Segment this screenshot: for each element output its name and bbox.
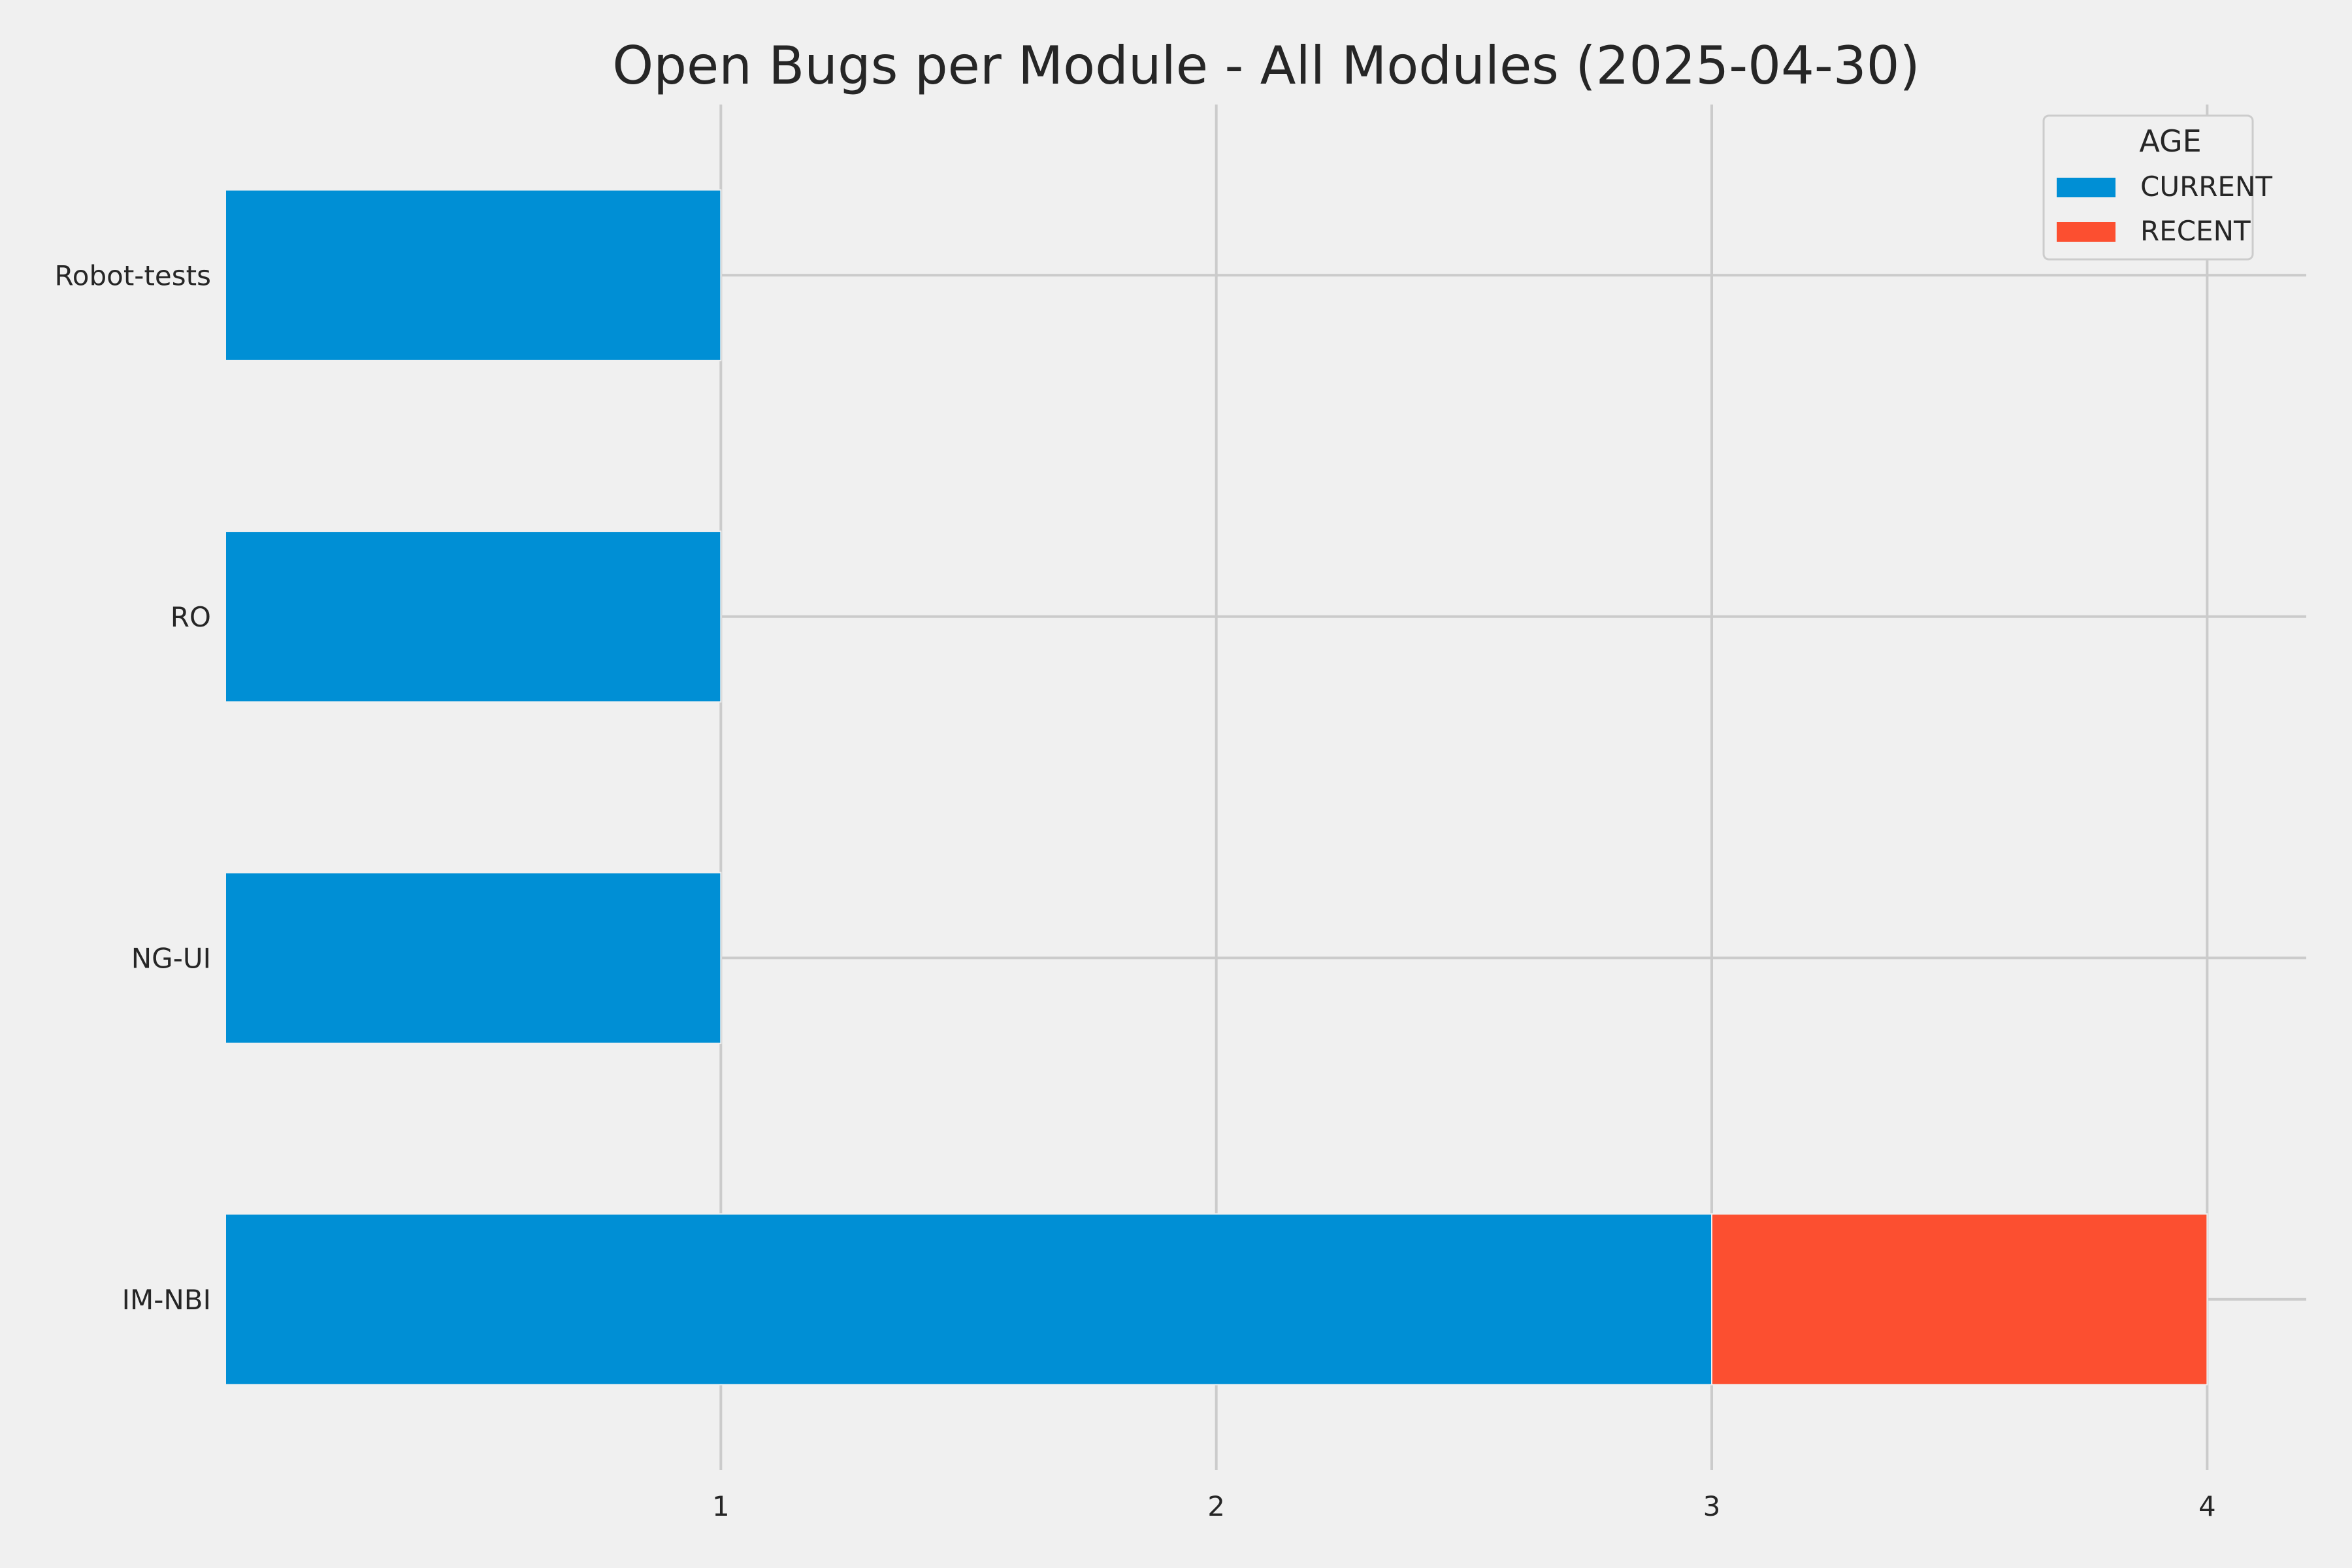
bar-current-ng-ui <box>225 872 722 1044</box>
legend-label-current: CURRENT <box>2140 171 2272 203</box>
x-tick-label: 1 <box>712 1490 730 1522</box>
bar-recent-im-nbi <box>1711 1213 2208 1386</box>
legend: AGE CURRENT RECENT <box>2042 114 2272 261</box>
y-tick-label: IM-NBI <box>122 1284 211 1316</box>
bar-current-robot-tests <box>225 189 722 361</box>
legend-swatch-recent <box>2057 222 2115 242</box>
bars <box>225 189 2208 1386</box>
chart-title: Open Bugs per Module - All Modules (2025… <box>612 35 1919 96</box>
y-tick-label: NG-UI <box>131 942 211 974</box>
y-tick-label: Robot-tests <box>54 259 211 291</box>
legend-swatch-current <box>2057 178 2115 197</box>
y-tick-label: RO <box>171 601 211 633</box>
x-tick-label: 3 <box>1703 1490 1721 1522</box>
y-axis-ticks: IM-NBI NG-UI RO Robot-tests <box>54 259 211 1316</box>
x-axis-ticks: 1 2 3 4 <box>712 1490 2216 1522</box>
bar-current-ro <box>225 531 722 703</box>
legend-title: AGE <box>2139 123 2201 159</box>
bar-current-im-nbi <box>225 1213 1712 1386</box>
x-tick-label: 2 <box>1207 1490 1225 1522</box>
legend-label-recent: RECENT <box>2140 215 2251 247</box>
x-tick-label: 4 <box>2198 1490 2216 1522</box>
